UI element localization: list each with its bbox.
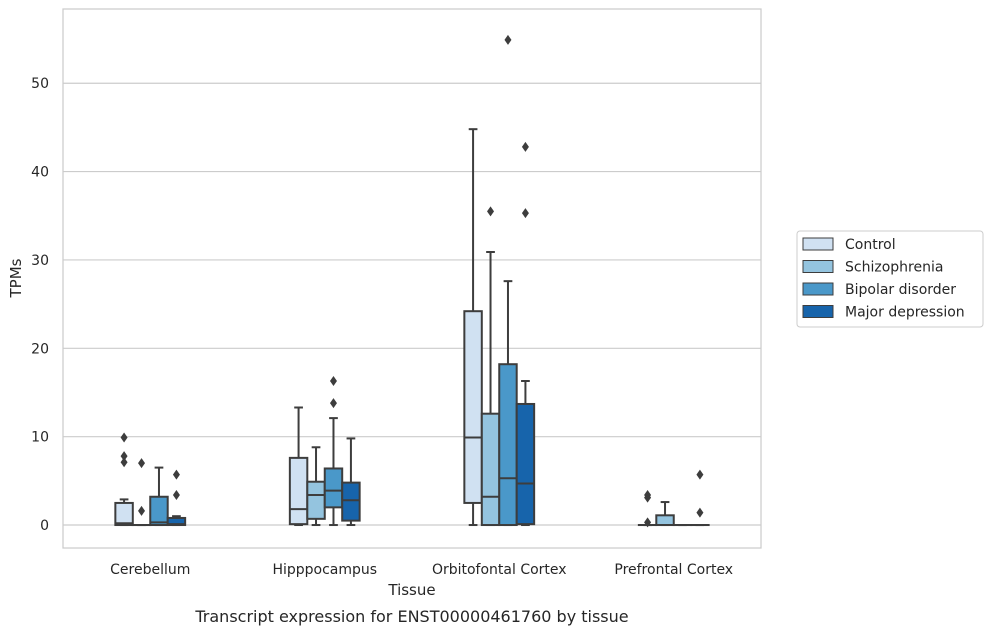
chart-title: Transcript expression for ENST0000046176… xyxy=(194,607,628,626)
box-iqr xyxy=(515,402,536,526)
box-iqr xyxy=(655,514,675,527)
legend-swatch xyxy=(802,260,834,273)
outlier-point xyxy=(696,507,704,518)
box-1-3 xyxy=(655,501,675,527)
y-axis-title: TPMs xyxy=(7,258,25,298)
outlier-point xyxy=(487,206,495,217)
legend-swatch xyxy=(802,237,834,251)
x-tick-label: Prefrontal Cortex xyxy=(614,562,733,578)
box-iqr xyxy=(498,363,518,527)
legend-label: Control xyxy=(845,237,896,253)
box-iqr xyxy=(341,481,361,522)
x-axis-ticks: Cerebellum Hipppocampus Orbitofontal Corte… xyxy=(110,562,733,578)
y-tick-label: 40 xyxy=(31,165,49,181)
legend-frame xyxy=(796,230,984,328)
outlier-point xyxy=(138,505,146,516)
box-iqr xyxy=(306,480,326,520)
box-0-0 xyxy=(114,432,134,527)
legend-swatch xyxy=(802,282,834,296)
outlier-point xyxy=(644,517,652,528)
box-series xyxy=(114,34,710,528)
outlier-point xyxy=(521,141,529,152)
box-iqr xyxy=(114,501,134,527)
outlier-point xyxy=(504,34,512,45)
outlier-point xyxy=(329,375,337,386)
box-2-1 xyxy=(323,375,344,527)
box-3-3 xyxy=(690,469,710,527)
y-tick-label: 20 xyxy=(31,341,49,357)
box-0-3 xyxy=(637,489,658,528)
outlier-point xyxy=(172,469,180,480)
y-tick-label: 50 xyxy=(31,76,49,92)
box-0-2 xyxy=(463,128,483,527)
x-tick-label: Cerebellum xyxy=(110,562,190,578)
outlier-point xyxy=(120,451,128,462)
y-tick-label: 10 xyxy=(31,430,49,446)
y-tick-label: 0 xyxy=(40,518,49,534)
box-iqr xyxy=(480,412,501,527)
plot-area xyxy=(62,8,762,549)
legend-label: Major depression xyxy=(845,305,965,321)
box-3-2 xyxy=(515,141,536,527)
box-3-1 xyxy=(341,437,361,527)
legend-label: Bipolar disorder xyxy=(845,282,956,298)
legend-swatch xyxy=(802,305,834,318)
outlier-point xyxy=(644,489,652,500)
outlier-point xyxy=(120,432,128,443)
outlier-point xyxy=(696,469,704,480)
y-axis-ticks: 0 10 20 30 40 50 xyxy=(31,76,49,534)
box-2-0 xyxy=(149,466,169,527)
x-tick-label: Orbitofontal Cortex xyxy=(432,562,567,578)
box-iqr xyxy=(149,495,169,527)
box-iqr xyxy=(463,310,483,504)
y-tick-label: 30 xyxy=(31,253,49,269)
outlier-point xyxy=(120,457,128,468)
outlier-point xyxy=(521,208,529,219)
box-3-0 xyxy=(166,469,187,527)
box-iqr xyxy=(288,456,309,526)
box-iqr xyxy=(323,467,344,509)
legend-label: Schizophrenia xyxy=(845,260,943,276)
outlier-point xyxy=(172,489,180,500)
x-axis-title: Tissue xyxy=(387,581,435,599)
legend: Control Schizophrenia Bipolar disorder Majo… xyxy=(796,230,984,328)
outlier-point xyxy=(329,398,337,409)
outlier-point xyxy=(138,458,146,469)
x-tick-label: Hipppocampus xyxy=(272,562,377,578)
